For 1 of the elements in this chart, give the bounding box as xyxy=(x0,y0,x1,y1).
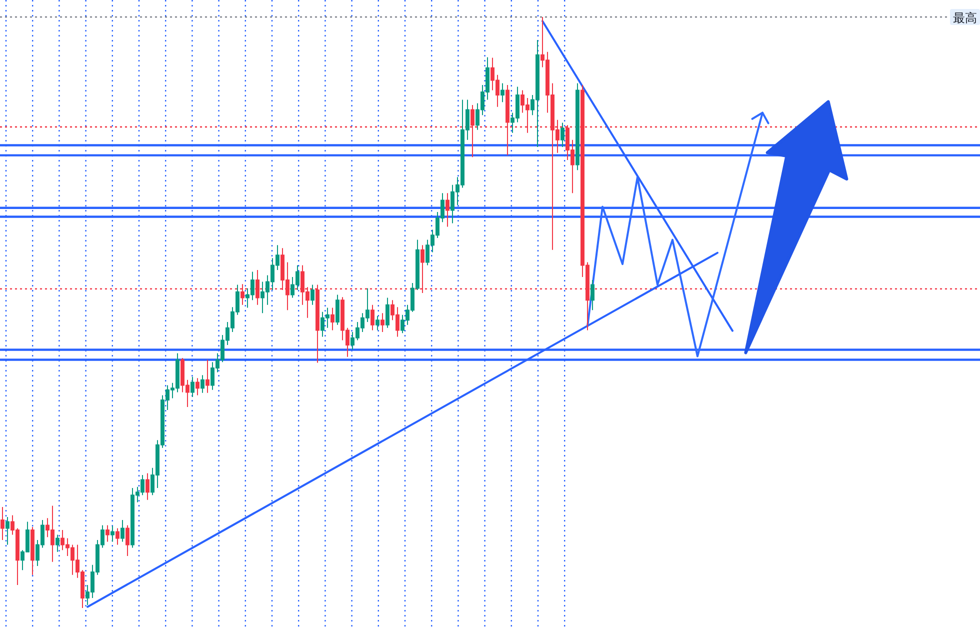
ref-line-label: 最高 xyxy=(953,11,977,25)
